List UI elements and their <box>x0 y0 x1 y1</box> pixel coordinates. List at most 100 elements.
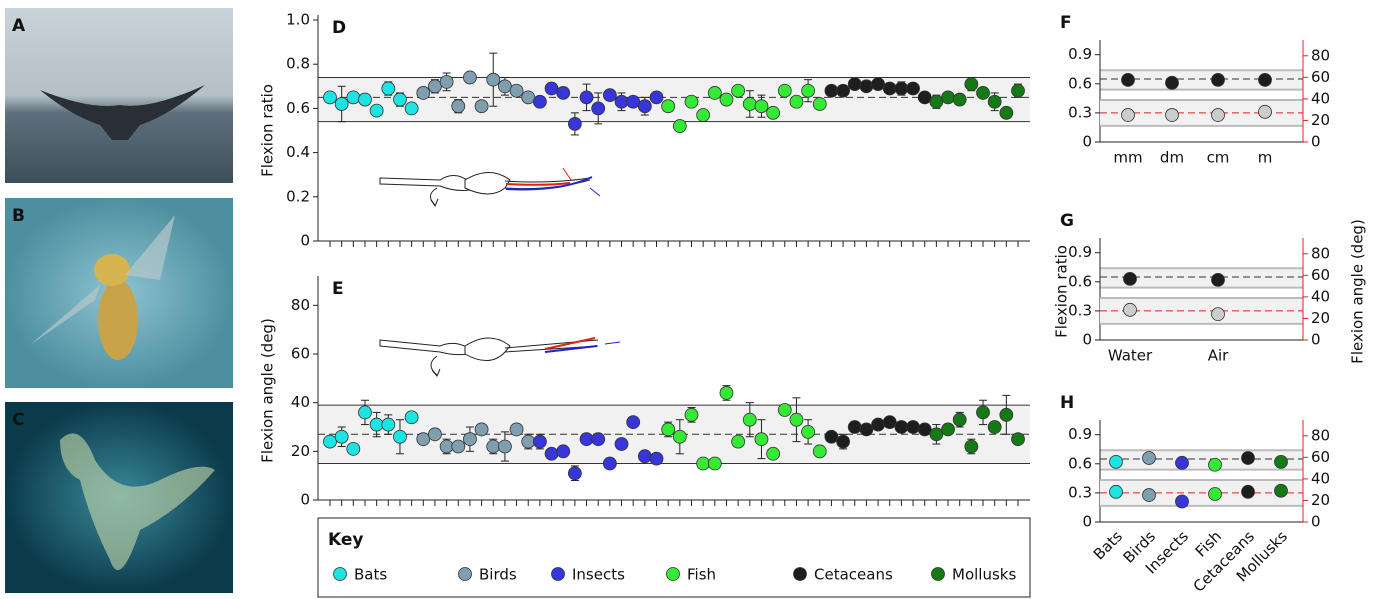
y-tick-label: 0 <box>300 232 310 250</box>
data-point <box>1176 495 1189 508</box>
data-point <box>522 435 535 448</box>
data-point <box>965 440 978 453</box>
data-point <box>627 416 640 429</box>
data-point <box>778 403 791 416</box>
data-point <box>732 435 745 448</box>
data-point <box>638 450 651 463</box>
data-point <box>1110 485 1123 498</box>
x-tick-label: mm <box>1113 149 1142 167</box>
data-point <box>1275 455 1288 468</box>
data-point <box>405 411 418 424</box>
data-point <box>1259 105 1272 118</box>
data-point <box>1212 73 1225 86</box>
legend-label: Insects <box>572 566 625 584</box>
data-point <box>1176 456 1189 469</box>
y-tick-label: 40 <box>291 393 310 411</box>
data-point <box>790 413 803 426</box>
data-point <box>860 80 873 93</box>
data-point <box>358 406 371 419</box>
data-point <box>930 428 943 441</box>
y2-tick-label: 0 <box>1311 133 1321 151</box>
panel-letter: D <box>332 18 346 38</box>
data-point <box>813 445 826 458</box>
data-point <box>802 425 815 438</box>
data-point <box>790 95 803 108</box>
data-point <box>510 84 523 97</box>
data-point <box>650 91 663 104</box>
data-point <box>603 89 616 102</box>
figure: A B C Key D00.20.40.60.81.0Flexion ratio… <box>0 0 1380 599</box>
y-tick-label: 80 <box>291 296 310 314</box>
data-point <box>463 433 476 446</box>
data-point <box>837 84 850 97</box>
y-tick-label: 0.6 <box>1068 74 1092 92</box>
reference-band <box>1100 450 1303 469</box>
data-point <box>533 435 546 448</box>
y-axis-label: Flexion ratio <box>259 84 277 177</box>
y-tick-label: 0.2 <box>286 187 310 205</box>
data-point <box>708 86 721 99</box>
data-point <box>463 71 476 84</box>
data-point <box>545 447 558 460</box>
data-point <box>673 430 686 443</box>
y-tick-label: 0.9 <box>1068 425 1092 443</box>
data-point <box>755 433 768 446</box>
data-point <box>487 440 500 453</box>
legend-marker <box>794 568 807 581</box>
y2-tick-label: 0 <box>1311 331 1321 349</box>
y2-tick-label: 0 <box>1311 513 1321 531</box>
y2-axis-label: Flexion angle (deg) <box>1349 219 1367 364</box>
data-point <box>405 102 418 115</box>
data-point <box>965 78 978 91</box>
data-point <box>720 93 733 106</box>
data-point <box>953 93 966 106</box>
panel-letter: F <box>1060 13 1072 33</box>
data-point <box>1242 451 1255 464</box>
y2-tick-label: 20 <box>1311 111 1330 129</box>
data-point <box>825 430 838 443</box>
data-point <box>1012 84 1025 97</box>
panel-letter: E <box>332 279 344 299</box>
data-point <box>895 421 908 434</box>
y-tick-label: 20 <box>291 442 310 460</box>
y-tick-label: 0 <box>1082 513 1092 531</box>
data-point <box>557 445 570 458</box>
y-tick-label: 0.6 <box>286 99 310 117</box>
data-point <box>825 84 838 97</box>
y-tick-label: 0.9 <box>1068 45 1092 63</box>
y2-tick-label: 40 <box>1311 287 1330 305</box>
data-point <box>393 93 406 106</box>
data-point <box>848 421 861 434</box>
schematic-e <box>380 338 620 376</box>
y-tick-label: 60 <box>291 345 310 363</box>
y-tick-label: 0.6 <box>1068 454 1092 472</box>
data-point <box>1242 485 1255 498</box>
data-point <box>755 100 768 113</box>
x-tick-label: m <box>1258 149 1273 167</box>
data-point <box>1000 106 1013 119</box>
panel-letter: B <box>12 206 25 226</box>
y-tick-label: 0 <box>300 491 310 509</box>
legend-marker <box>552 568 565 581</box>
data-point <box>930 95 943 108</box>
y2-tick-label: 40 <box>1311 89 1330 107</box>
schematic-d <box>380 168 600 206</box>
data-point <box>417 86 430 99</box>
data-point <box>860 423 873 436</box>
data-point <box>907 421 920 434</box>
data-point <box>1122 109 1135 122</box>
data-point <box>1124 272 1137 285</box>
x-tick-label: dm <box>1160 149 1184 167</box>
data-point <box>335 430 348 443</box>
legend-label: Fish <box>687 566 716 584</box>
data-point <box>580 91 593 104</box>
data-point <box>638 100 651 113</box>
y-axis-label: Flexion angle (deg) <box>259 318 277 463</box>
y-tick-label: 0.9 <box>1068 243 1092 261</box>
data-point <box>1012 433 1025 446</box>
data-point <box>1212 308 1225 321</box>
legend-label: Cetaceans <box>814 566 893 584</box>
data-point <box>522 91 535 104</box>
legend-marker <box>459 568 472 581</box>
data-point <box>428 428 441 441</box>
